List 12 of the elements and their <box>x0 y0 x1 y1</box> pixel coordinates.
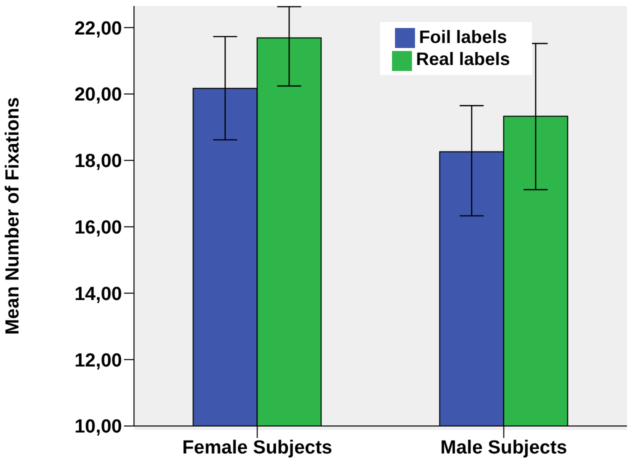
y-tick-label: 16,00 <box>74 218 122 239</box>
y-tick-label: 10,00 <box>74 416 122 438</box>
legend-label: Real labels <box>416 49 510 70</box>
y-tick-label: 14,00 <box>74 284 122 305</box>
y-tick-label: 22,00 <box>74 18 122 40</box>
y-axis-title: Mean Number of Fixations <box>2 97 24 335</box>
y-tick-label: 18,00 <box>74 151 122 172</box>
x-tick-label: Female Subjects <box>182 437 332 458</box>
y-tick-label: 12,00 <box>74 350 122 372</box>
legend-label: Foil labels <box>418 27 508 47</box>
y-tick-label: 20,00 <box>74 84 122 106</box>
x-tick-label: Male Subjects <box>440 437 568 458</box>
